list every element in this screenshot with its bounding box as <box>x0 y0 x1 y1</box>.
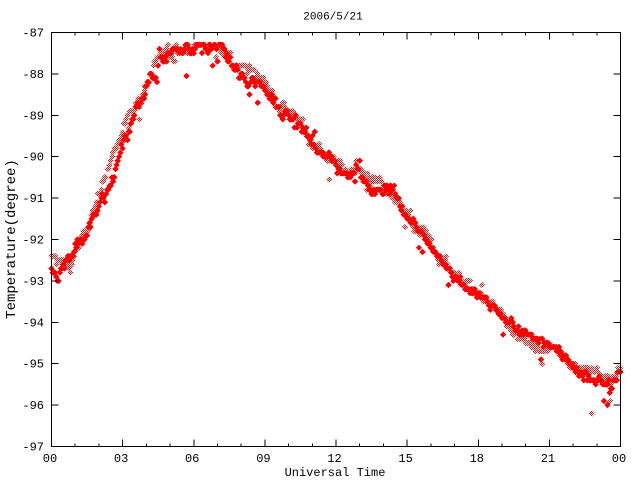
svg-text:00: 00 <box>612 452 626 466</box>
svg-text:06: 06 <box>185 452 199 466</box>
svg-text:-87: -87 <box>22 27 44 41</box>
svg-text:-96: -96 <box>22 399 44 413</box>
svg-text:-89: -89 <box>22 109 44 123</box>
svg-text:15: 15 <box>398 452 412 466</box>
svg-text:Temperature(degree): Temperature(degree) <box>4 159 20 319</box>
svg-text:2006/5/21: 2006/5/21 <box>303 12 363 24</box>
svg-text:-90: -90 <box>22 151 44 165</box>
svg-text:09: 09 <box>256 452 270 466</box>
svg-text:-95: -95 <box>22 358 44 372</box>
svg-text:00: 00 <box>43 452 57 466</box>
svg-text:-97: -97 <box>22 441 44 455</box>
svg-text:-88: -88 <box>22 68 44 82</box>
svg-text:-91: -91 <box>22 192 44 206</box>
svg-text:03: 03 <box>114 452 128 466</box>
svg-text:18: 18 <box>470 452 484 466</box>
svg-text:-93: -93 <box>22 275 44 289</box>
svg-text:-94: -94 <box>22 316 44 330</box>
svg-text:12: 12 <box>327 452 341 466</box>
svg-text:21: 21 <box>541 452 555 466</box>
svg-text:Universal Time: Universal Time <box>285 466 386 480</box>
svg-text:-92: -92 <box>22 234 44 248</box>
